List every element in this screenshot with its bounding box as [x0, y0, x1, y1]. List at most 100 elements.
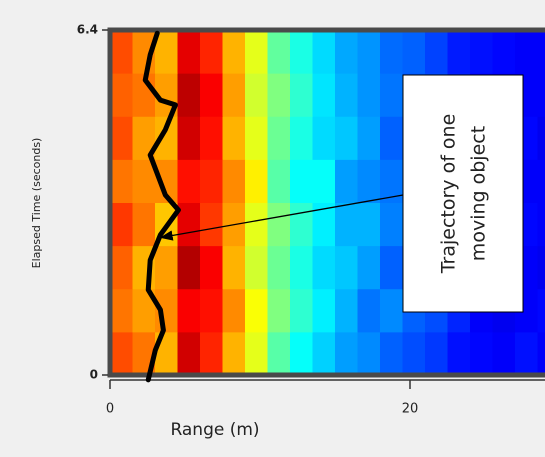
heatmap-cell: [335, 288, 358, 333]
heatmap-cell: [267, 288, 291, 333]
heatmap-cell: [537, 30, 545, 74]
heatmap-cell: [155, 116, 178, 160]
heatmap-cell: [537, 331, 545, 375]
heatmap-cell: [132, 159, 156, 203]
heatmap-cell: [245, 73, 268, 117]
heatmap-cell: [357, 202, 381, 247]
heatmap-cell: [177, 116, 201, 160]
heatmap-cell: [380, 202, 403, 247]
heatmap-cell: [312, 331, 336, 375]
heatmap-cell: [200, 245, 223, 290]
heatmap-cell: [312, 73, 336, 117]
heatmap-cell: [222, 288, 246, 333]
heatmap-cell: [312, 202, 336, 247]
heatmap-cell: [155, 245, 178, 290]
heatmap-cell: [357, 288, 381, 333]
heatmap-cell: [110, 159, 133, 203]
heatmap-cell: [290, 202, 313, 247]
heatmap-cell: [335, 73, 358, 117]
heatmap-cell: [155, 159, 178, 203]
heatmap-cell: [245, 245, 268, 290]
heatmap-cell: [200, 73, 223, 117]
heatmap-cell: [222, 331, 246, 375]
heatmap-cell: [245, 116, 268, 160]
heatmap-cell: [290, 30, 313, 74]
heatmap-cell: [312, 159, 336, 203]
heatmap-cell: [492, 30, 516, 74]
heatmap-cell: [200, 116, 223, 160]
heatmap-cell: [357, 116, 381, 160]
heatmap-cell: [290, 116, 313, 160]
heatmap-cell: [245, 30, 268, 74]
heatmap-cell: [222, 159, 246, 203]
x-tick-label: 0: [106, 402, 114, 417]
heatmap-cell: [312, 116, 336, 160]
heatmap-cell: [245, 202, 268, 247]
heatmap-cell: [110, 202, 133, 247]
heatmap-cell: [267, 245, 291, 290]
heatmap-cell: [537, 288, 545, 333]
heatmap-cell: [110, 30, 133, 74]
heatmap-cell: [132, 116, 156, 160]
heatmap-cell: [380, 159, 403, 203]
heatmap-cell: [245, 288, 268, 333]
heatmap-cell: [267, 73, 291, 117]
heatmap-cell: [380, 288, 403, 333]
y-tick-label: 6.4: [77, 23, 98, 37]
heatmap-cell: [110, 331, 133, 375]
heatmap-cell: [177, 288, 201, 333]
heatmap-cell: [312, 288, 336, 333]
heatmap-cell: [380, 73, 403, 117]
heatmap-cell: [402, 331, 426, 375]
heatmap-cell: [222, 116, 246, 160]
heatmap-cell: [380, 30, 403, 74]
heatmap-cell: [537, 245, 545, 290]
annotation-arrow: [159, 194, 404, 241]
heatmap-cell: [290, 159, 313, 203]
heatmap-cell: [335, 331, 358, 375]
heatmap-cell: [200, 30, 223, 74]
heatmap-cell: [537, 116, 545, 160]
heatmap-cell: [132, 288, 156, 333]
heatmap-cell: [200, 288, 223, 333]
heatmap-cell: [177, 245, 201, 290]
heatmap-cell: [537, 73, 545, 117]
heatmap-cell: [425, 30, 448, 74]
heatmap-cell: [267, 202, 291, 247]
heatmap-cell: [245, 159, 268, 203]
heatmap-cell: [222, 73, 246, 117]
heatmap-cell: [357, 73, 381, 117]
heatmap-cell: [110, 116, 133, 160]
heatmap-cell: [155, 30, 178, 74]
heatmap-cell: [537, 159, 545, 203]
heatmap-cell: [402, 30, 426, 74]
heatmap-cell: [357, 159, 381, 203]
heatmap-cell: [110, 73, 133, 117]
heatmap-cell: [335, 116, 358, 160]
heatmap-cell: [290, 288, 313, 333]
heatmap-cell: [110, 245, 133, 290]
heatmap-cell: [335, 202, 358, 247]
heatmap-cell: [177, 331, 201, 375]
heatmap-cell: [515, 331, 538, 375]
x-tick-label: 20: [402, 402, 419, 417]
heatmap-cell: [245, 331, 268, 375]
heatmap-cell: [177, 30, 201, 74]
heatmap-cell: [132, 202, 156, 247]
heatmap-cell: [312, 245, 336, 290]
heatmap-cell: [335, 245, 358, 290]
x-axis-label: Range (m): [170, 420, 259, 440]
y-axis-label: Elapsed Time (seconds): [30, 138, 43, 269]
heatmap-cell: [177, 73, 201, 117]
heatmap-cell: [267, 30, 291, 74]
heatmap-cell: [515, 30, 538, 74]
annotation-text: moving object: [468, 126, 490, 261]
heatmap-cell: [222, 245, 246, 290]
heatmap-cell: [200, 202, 223, 247]
heatmap-cell: [537, 202, 545, 247]
heatmap-cell: [447, 30, 471, 74]
heatmap-cell: [335, 159, 358, 203]
heatmap-cell: [425, 331, 448, 375]
heatmap-cell: [357, 245, 381, 290]
